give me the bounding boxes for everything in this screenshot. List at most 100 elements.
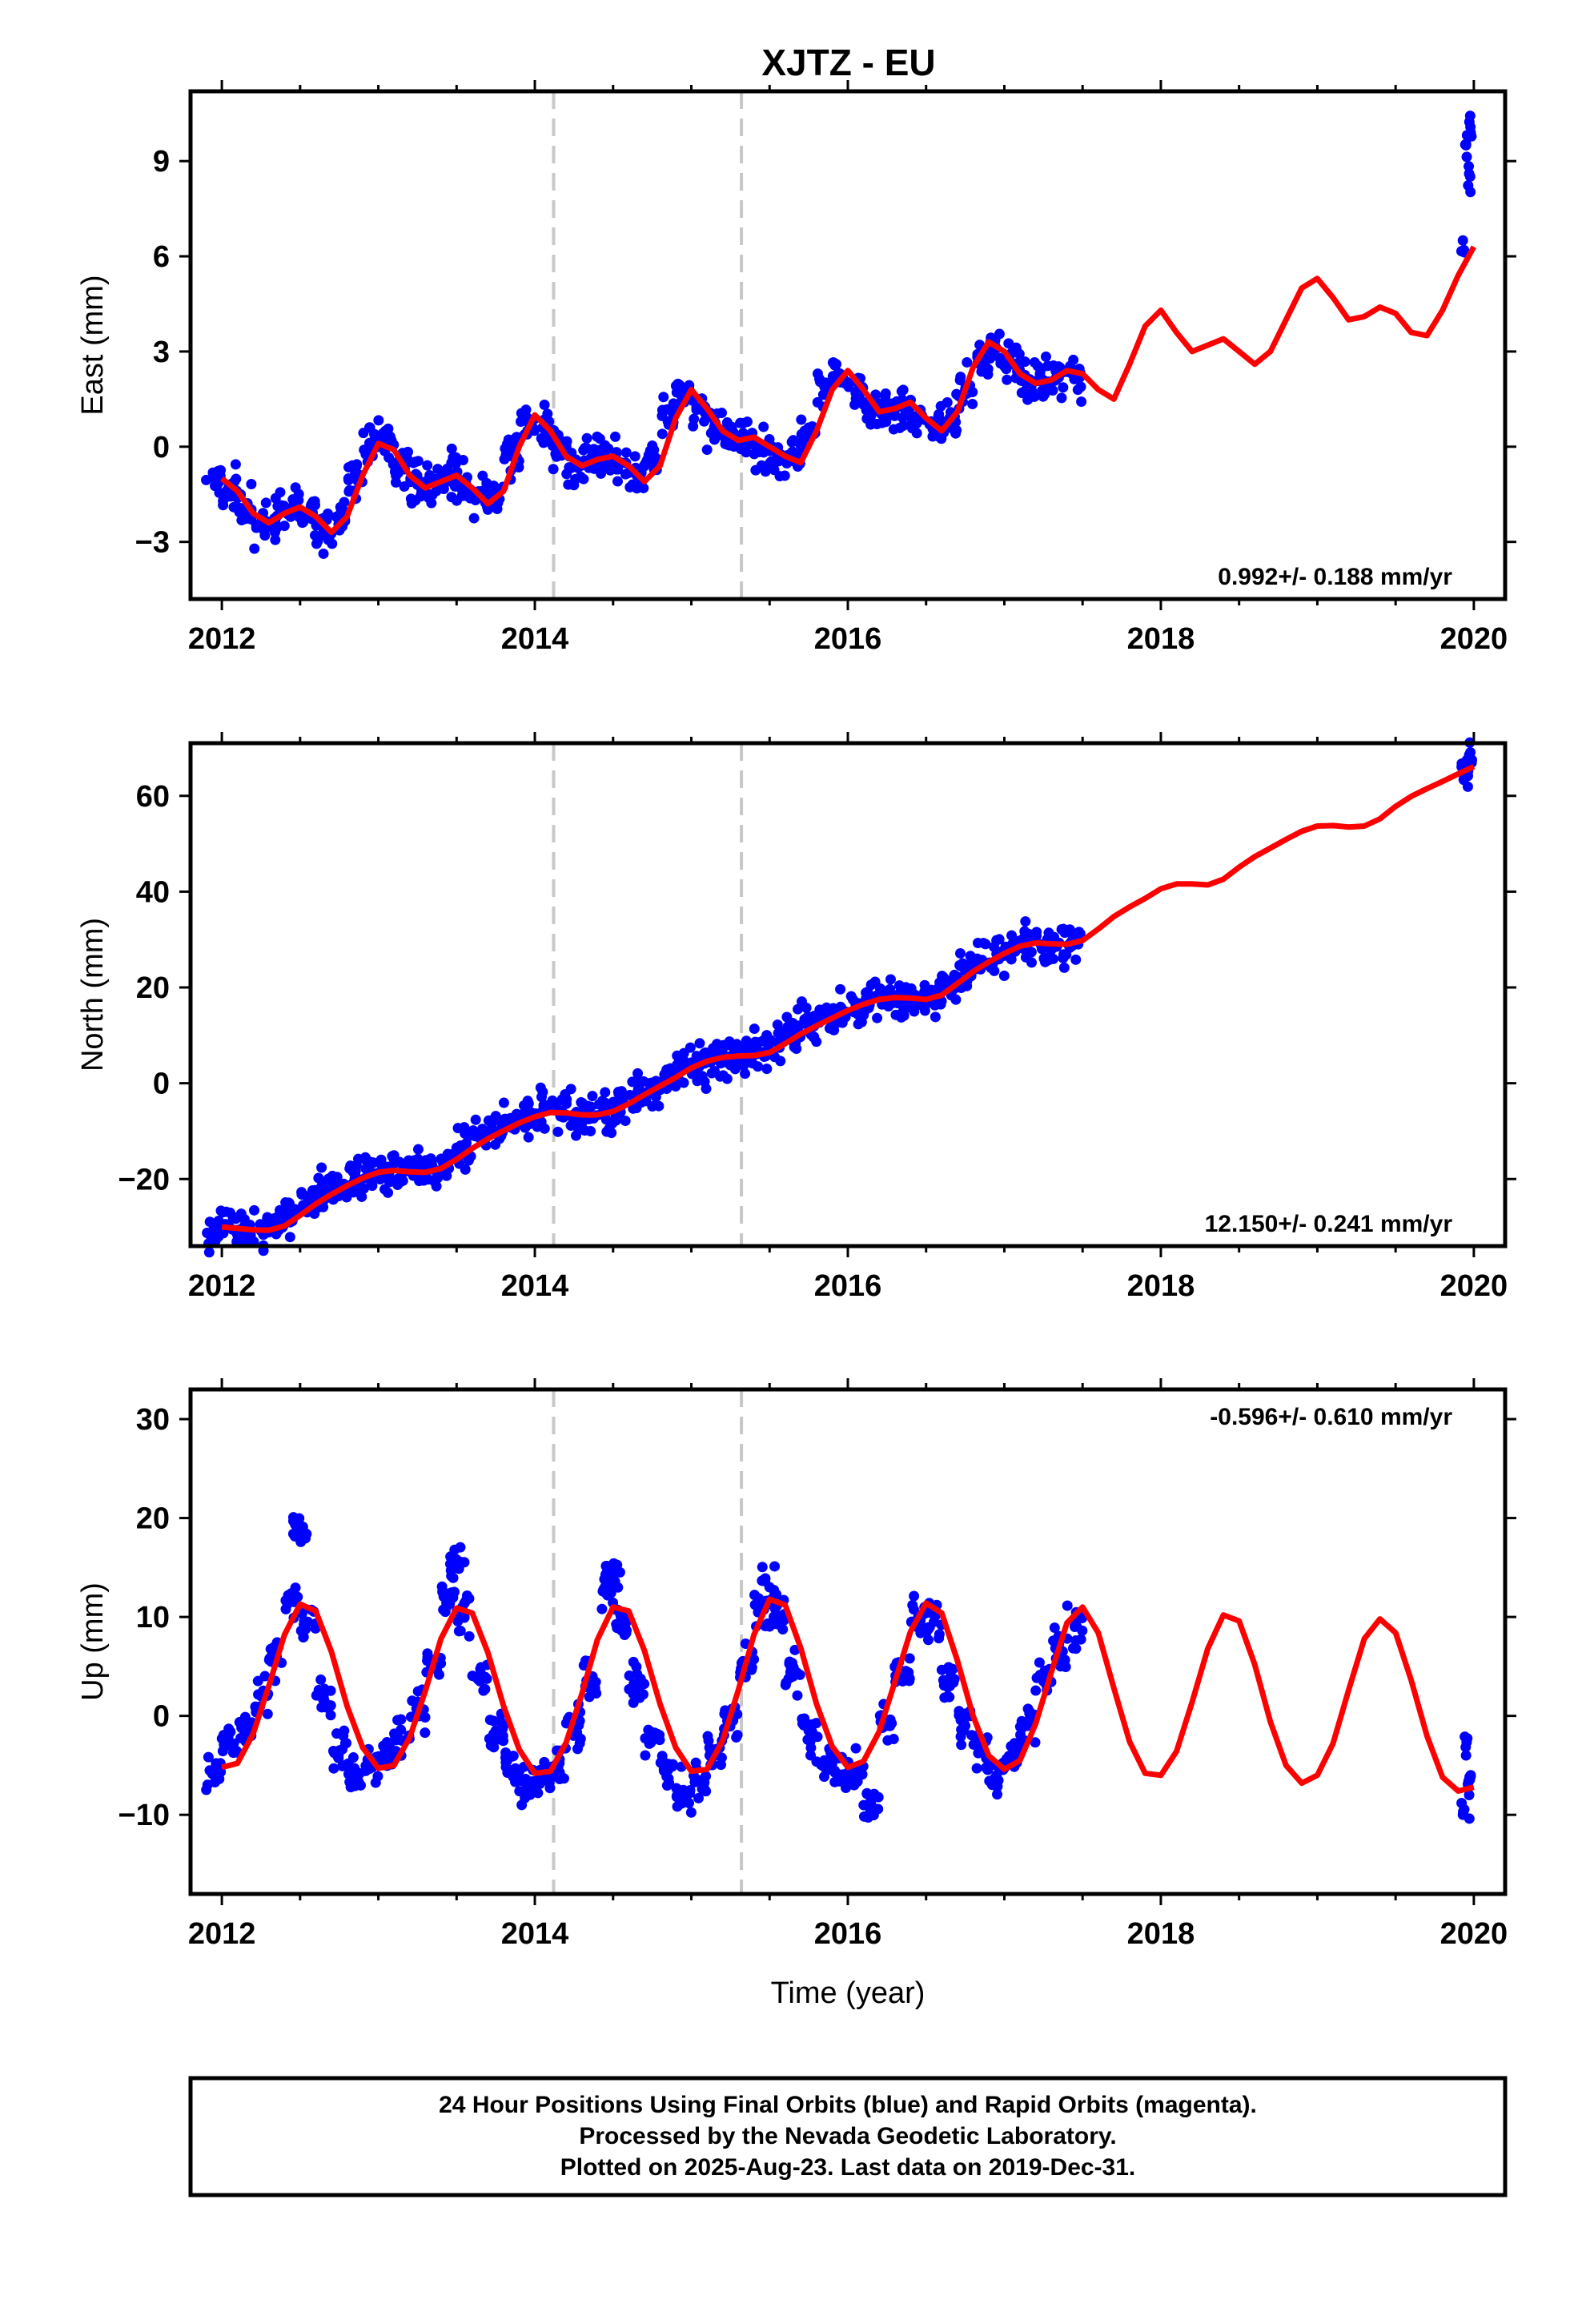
north-data-point	[674, 1055, 685, 1066]
up-data-point	[873, 1803, 884, 1815]
north-data-point	[546, 1100, 557, 1112]
up-data-point	[319, 1695, 330, 1706]
north-data-point	[565, 1084, 576, 1095]
east-data-point	[211, 471, 223, 482]
up-data-point	[934, 1633, 945, 1644]
up-data-point	[1030, 1737, 1041, 1748]
up-data-point	[841, 1782, 852, 1793]
east-data-point	[927, 431, 938, 442]
up-data-point	[475, 1668, 486, 1679]
up-data-point	[637, 1689, 648, 1700]
north-data-point	[835, 983, 846, 995]
up-x-tick-label: 2014	[501, 1917, 569, 1951]
east-data-point	[373, 415, 384, 426]
up-data-point	[236, 1723, 247, 1734]
east-x-tick-label: 2018	[1127, 622, 1195, 656]
east-data-point	[812, 368, 823, 380]
east-data-point	[279, 521, 290, 532]
up-data-point	[640, 1750, 651, 1761]
east-data-point	[656, 410, 668, 421]
north-data-point	[627, 1076, 638, 1088]
up-data-point	[716, 1759, 727, 1771]
up-data-point	[780, 1679, 791, 1691]
up-data-point	[522, 1777, 533, 1788]
north-data-point	[610, 1112, 621, 1124]
east-data-point	[578, 473, 589, 485]
north-data-point	[281, 1205, 292, 1216]
east-x-tick-label: 2016	[814, 622, 882, 656]
north-data-point	[367, 1157, 378, 1168]
east-data-point	[962, 356, 973, 368]
north-data-point	[909, 1006, 920, 1017]
north-data-point	[269, 1212, 280, 1224]
east-data-point	[218, 495, 229, 506]
east-data-point	[721, 417, 733, 428]
east-data-point	[741, 416, 753, 428]
up-data-point	[794, 1669, 805, 1680]
north-data-point	[749, 1036, 761, 1047]
east-data-point	[955, 372, 966, 383]
east-data-point	[1002, 374, 1013, 385]
up-plot-frame	[188, 1387, 1508, 1896]
east-data-point	[318, 548, 329, 559]
north-data-point	[1038, 953, 1050, 964]
east-data-point	[343, 486, 355, 497]
east-data-point	[270, 534, 281, 545]
north-y-axis-label: North (mm)	[76, 918, 110, 1072]
east-data-point	[814, 376, 825, 388]
north-y-tick-label: 60	[136, 780, 170, 814]
up-data-point	[333, 1752, 344, 1763]
north-data-point	[885, 974, 896, 985]
up-data-point	[608, 1568, 620, 1579]
east-x-tick-label: 2012	[188, 622, 256, 656]
east-data-point	[656, 428, 668, 440]
east-data-point	[594, 433, 605, 444]
up-data-point	[294, 1513, 305, 1524]
up-data-point	[1460, 1731, 1471, 1743]
north-data-point	[620, 1116, 631, 1127]
up-data-point	[693, 1792, 704, 1803]
north-data-point	[761, 1063, 773, 1075]
east-y-tick-label: 9	[153, 145, 170, 179]
up-data-point	[685, 1807, 697, 1818]
east-data-point	[1464, 161, 1475, 172]
up-data-point	[1464, 1813, 1475, 1824]
up-data-point	[602, 1590, 613, 1601]
east-data-point	[539, 435, 550, 446]
east-data-point	[670, 380, 681, 392]
north-data-point	[537, 1087, 548, 1098]
east-data-point	[516, 416, 527, 428]
north-data-point	[587, 1091, 598, 1102]
east-data-point	[270, 493, 281, 504]
up-data-point	[328, 1763, 339, 1774]
east-data-point	[632, 483, 643, 494]
north-data-point	[808, 1031, 819, 1043]
north-data-point	[765, 1035, 776, 1046]
north-data-point	[932, 999, 943, 1010]
north-data-point	[998, 971, 1010, 982]
up-data-point	[807, 1719, 818, 1730]
up-data-point	[370, 1777, 381, 1788]
east-data-point	[511, 432, 522, 443]
up-data-point	[464, 1630, 475, 1642]
north-data-point	[232, 1234, 243, 1245]
east-data-point	[609, 431, 620, 442]
up-y-axis-label: Up (mm)	[76, 1582, 110, 1701]
east-data-point	[548, 464, 559, 475]
east-data-point	[234, 502, 245, 513]
east-data-point	[201, 474, 212, 485]
up-data-point	[690, 1757, 701, 1768]
up-data-point	[532, 1787, 544, 1799]
up-data-point	[596, 1603, 608, 1614]
up-y-tick-label: 10	[136, 1601, 170, 1634]
north-data-point	[375, 1174, 386, 1185]
north-data-point	[519, 1100, 530, 1111]
north-data-point	[1020, 916, 1031, 927]
up-data-point	[422, 1655, 433, 1667]
up-data-point	[507, 1751, 518, 1762]
up-data-point	[865, 1807, 876, 1818]
north-data-point	[905, 983, 917, 994]
up-data-point	[620, 1625, 632, 1636]
up-data-point	[661, 1771, 673, 1782]
east-data-point	[230, 459, 241, 470]
